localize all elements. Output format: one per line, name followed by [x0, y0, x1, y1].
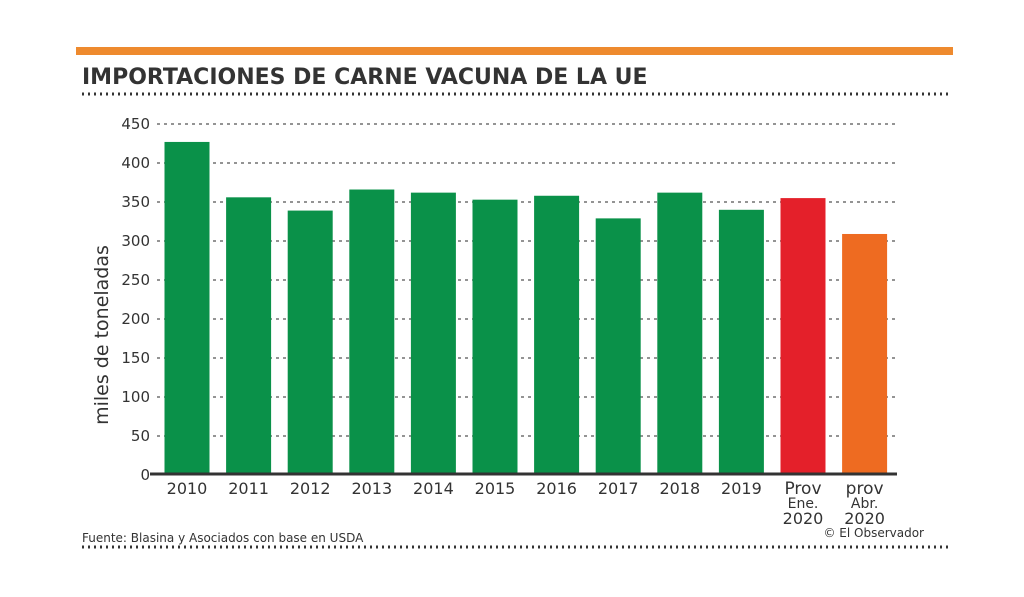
x-tick-label: Prov	[784, 479, 821, 499]
y-tick-label: 200	[121, 310, 150, 328]
y-tick-label: 250	[121, 271, 150, 289]
x-tick-label: 2020	[844, 509, 885, 528]
bar	[657, 192, 703, 474]
x-tick-label: 2013	[351, 479, 392, 498]
x-tick-label: 2017	[598, 479, 639, 498]
bar	[226, 197, 272, 474]
y-tick-label: 350	[121, 193, 150, 211]
x-tick-label: 2020	[783, 509, 824, 528]
x-tick-label: 2015	[475, 479, 516, 498]
bar	[718, 209, 764, 475]
y-tick-label: 100	[121, 388, 150, 406]
y-tick-label: 150	[121, 349, 150, 367]
y-tick-label: 300	[121, 232, 150, 250]
bar	[472, 199, 518, 474]
bar	[164, 141, 210, 474]
y-tick-label: 50	[131, 427, 150, 445]
x-tick-label: 2016	[536, 479, 577, 498]
x-tick-label: 2018	[659, 479, 700, 498]
y-tick-label: 400	[121, 154, 150, 172]
x-tick-label: 2019	[721, 479, 762, 498]
bar	[349, 189, 395, 474]
bar	[410, 192, 456, 474]
x-tick-label: 2011	[228, 479, 269, 498]
x-tick-label: Abr.	[851, 496, 878, 512]
chart-title: IMPORTACIONES DE CARNE VACUNA DE LA UE	[82, 65, 648, 90]
top-accent-bar	[76, 47, 953, 55]
bar	[595, 218, 641, 474]
x-tick-label: 2014	[413, 479, 454, 498]
y-axis-label: miles de toneladas	[91, 245, 113, 425]
y-tick-label: 0	[140, 466, 150, 484]
bar	[287, 210, 333, 474]
bar	[842, 233, 888, 474]
credit: © El Observador	[823, 526, 924, 540]
x-tick-label: 2010	[167, 479, 208, 498]
x-tick-label: 2012	[290, 479, 331, 498]
source-note: Fuente: Blasina y Asociados con base en …	[82, 531, 364, 545]
bar	[534, 195, 580, 474]
x-tick-label: Ene.	[788, 496, 819, 512]
bar	[780, 198, 826, 474]
y-tick-label: 450	[121, 115, 150, 133]
x-tick-label: prov	[846, 479, 884, 499]
